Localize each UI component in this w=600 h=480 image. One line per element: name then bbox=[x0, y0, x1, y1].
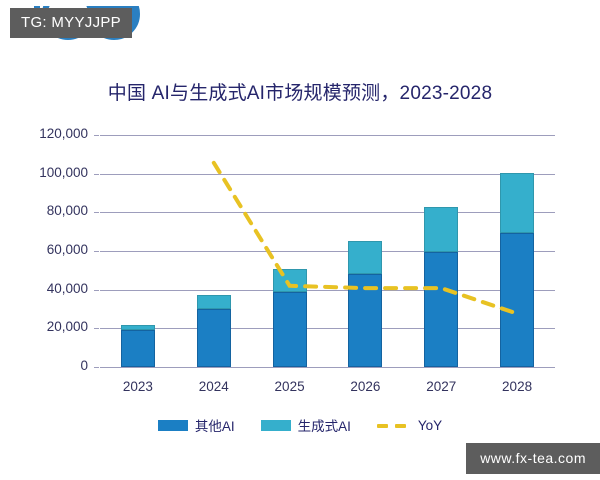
x-axis-tick-label: 2026 bbox=[350, 379, 381, 394]
legend-label-gen-ai: 生成式AI bbox=[297, 419, 351, 434]
legend-item-yoy[interactable]: YoY bbox=[376, 417, 443, 433]
x-axis-tick-label: 2024 bbox=[198, 379, 229, 394]
legend-label-yoy: YoY bbox=[417, 417, 443, 433]
x-axis-tick-label: 2025 bbox=[274, 379, 305, 394]
gridline bbox=[100, 251, 555, 252]
bar-group[interactable] bbox=[120, 135, 155, 367]
legend-label-other-ai: 其他AI bbox=[194, 419, 235, 434]
gridline bbox=[100, 212, 555, 214]
y-axis-tick-mark bbox=[94, 251, 99, 252]
gridline bbox=[100, 328, 555, 330]
legend-swatch-gen-ai bbox=[260, 419, 291, 431]
yoy-line-path bbox=[211, 160, 520, 316]
bar-segment-gen-ai[interactable] bbox=[196, 294, 231, 309]
bar-segment-gen-ai[interactable] bbox=[424, 206, 459, 252]
bar-group[interactable] bbox=[500, 135, 535, 367]
yoy-line-series bbox=[211, 160, 520, 316]
telegram-watermark: TG: MYYJJPP bbox=[10, 8, 132, 38]
bar-segment-other-ai[interactable] bbox=[424, 251, 459, 367]
legend-swatch-other-ai bbox=[157, 419, 188, 431]
bar-segment-other-ai[interactable] bbox=[196, 309, 231, 367]
gridline bbox=[100, 289, 555, 291]
y-axis-tick-mark bbox=[94, 212, 99, 214]
y-axis-tick-label: 80,000 bbox=[46, 203, 88, 219]
chart-title: 中国 AI与生成式AI市场规模预测，2023-2028 bbox=[107, 83, 493, 104]
bar-segment-other-ai[interactable] bbox=[120, 330, 155, 367]
legend-swatch-yoy bbox=[376, 420, 411, 431]
bar-segment-other-ai[interactable] bbox=[500, 232, 535, 367]
y-axis-tick-mark bbox=[94, 289, 99, 291]
x-axis-tick-label: 2028 bbox=[502, 379, 533, 394]
y-axis-tick-label: 20,000 bbox=[46, 319, 88, 335]
bar-segment-gen-ai[interactable] bbox=[500, 172, 535, 233]
x-axis-tick-label: 2023 bbox=[122, 379, 153, 394]
y-axis-tick-mark bbox=[94, 173, 99, 175]
y-axis-tick-label: 0 bbox=[80, 358, 88, 373]
legend-item-gen-ai[interactable]: 生成式AI bbox=[260, 415, 351, 435]
legend-item-other-ai[interactable]: 其他AI bbox=[157, 415, 235, 435]
gridline bbox=[100, 173, 555, 175]
x-axis-tick-label: 2027 bbox=[426, 379, 457, 394]
y-axis-tick-label: 120,000 bbox=[39, 126, 88, 141]
bar-group[interactable] bbox=[424, 135, 459, 367]
bar-segment-other-ai[interactable] bbox=[272, 291, 307, 367]
plot-area: 0 20,000 40,000 60,000 80,000 100,000 120,000 … bbox=[39, 126, 555, 394]
y-axis-tick-mark bbox=[94, 135, 99, 136]
bar-group[interactable] bbox=[196, 135, 231, 367]
bar-segment-gen-ai[interactable] bbox=[348, 241, 383, 275]
bar-segment-gen-ai[interactable] bbox=[120, 325, 155, 331]
y-axis-tick-mark bbox=[94, 328, 99, 330]
chart-legend: 其他AI 生成式AI YoY bbox=[0, 415, 600, 435]
y-axis-tick-label: 40,000 bbox=[46, 280, 88, 296]
gridline bbox=[100, 367, 555, 368]
y-axis-tick-label: 100,000 bbox=[39, 164, 88, 180]
gridline bbox=[100, 135, 555, 136]
y-axis-tick-mark bbox=[94, 367, 99, 368]
site-watermark: www.fx-tea.com bbox=[466, 443, 600, 474]
y-axis-tick-label: 60,000 bbox=[46, 242, 88, 257]
